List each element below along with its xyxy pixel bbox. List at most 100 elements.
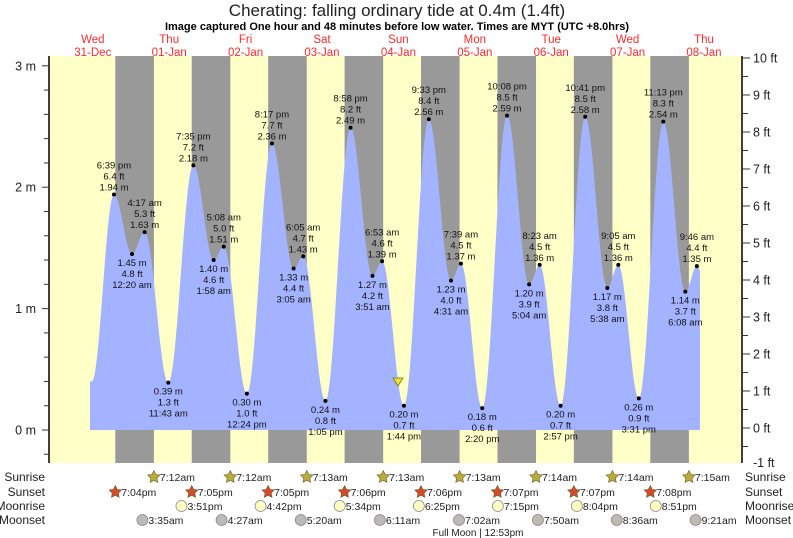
low-tide-point: 1.33 m4.4 ft3:05 am: [276, 266, 311, 306]
day-date-label: 07-Jan: [610, 47, 645, 59]
tide-m-label: 0.20 m: [389, 410, 418, 421]
moonset-time: 6:11am: [386, 515, 420, 527]
axes: 0 m 1 m 2 m 3 m -1 ft 0 ft 1 ft 2 ft 3 ft 4 ft 5 f…: [15, 51, 778, 470]
tide-point-dot: [191, 163, 196, 168]
tide-point-dot: [142, 230, 147, 235]
sunset-icon: [643, 484, 658, 498]
sunrise-event: 7:12am: [147, 469, 195, 484]
sunset-time: 7:05pm: [198, 487, 233, 499]
sunset-time: 7:04pm: [121, 487, 156, 499]
sunset-icon: [414, 484, 428, 498]
tide-ft-label: 4.0 ft: [440, 296, 461, 307]
tide-time-label: 1:58 am: [196, 286, 230, 297]
sunset-icon: [108, 484, 123, 498]
sunset-event: 7:07pm: [490, 484, 539, 499]
tide-time-label: 7:35 pm: [176, 131, 210, 142]
tide-ft-label: 4.5 ft: [529, 242, 550, 253]
tide-point-dot: [111, 192, 116, 197]
sunrise-icon: [376, 469, 391, 483]
current-tide-marker-icon: [392, 377, 404, 387]
sunset-event: 7:06pm: [414, 484, 462, 499]
tide-ft-label: 3.9 ft: [519, 299, 540, 310]
right-axis-tick-label: 9 ft: [753, 88, 771, 102]
right-axis-tick-label: 1 ft: [753, 384, 771, 398]
sunrise-time: 7:12am: [236, 472, 271, 484]
tide-level-area: [90, 115, 700, 430]
tide-m-label: 1.36 m: [525, 253, 554, 264]
low-tide-point: 1.27 m4.2 ft3:51 am: [355, 273, 390, 313]
right-axis-tick-label: 10 ft: [753, 51, 778, 65]
moonrise-event: 7:15pm: [491, 500, 539, 513]
tide-ft-label: 8.4 ft: [418, 96, 439, 107]
sunrise-icon: [529, 469, 543, 483]
sunrise-time: 7:14am: [618, 472, 653, 484]
low-tide-point: 1.14 m3.7 ft6:08 am: [668, 289, 703, 329]
tide-time-label: 10:08 pm: [487, 82, 527, 93]
tide-time-label: 7:39 am: [444, 230, 478, 241]
moonrise-time: 8:04pm: [583, 501, 618, 513]
tide-point-dot: [380, 259, 385, 264]
sunrise-time: 7:15am: [695, 472, 730, 484]
full-moon-note: Full Moon | 12:53pm: [433, 528, 524, 538]
moonset-icon: [294, 514, 307, 526]
tide-point-dot: [211, 258, 216, 263]
tide-m-label: 1.45 m: [118, 258, 147, 269]
moonrise-event: 4:42pm: [254, 500, 302, 513]
sunset-row-label-right: Sunset: [745, 485, 783, 499]
chart-title: Cherating: falling ordinary tide at 0.4m…: [229, 1, 565, 20]
day-date-label: 08-Jan: [686, 47, 721, 59]
right-axis-tick-label: 4 ft: [753, 273, 771, 287]
sunset-time: 7:08pm: [656, 487, 691, 499]
tide-ft-label: 4.5 ft: [608, 242, 629, 253]
sunset-row-label: Sunset: [8, 485, 46, 499]
sunrise-icon: [223, 469, 238, 483]
sunrise-event: 7:14am: [605, 469, 654, 484]
moonset-time: 4:27am: [228, 515, 263, 527]
tide-time-label: 5:08 am: [207, 213, 241, 224]
tide-point-dot: [480, 406, 485, 411]
tide-time-label: 11:43 am: [149, 409, 188, 420]
tide-ft-label: 4.5 ft: [450, 241, 471, 252]
tide-time-label: 4:17 am: [127, 198, 161, 209]
low-tide-point: 1.20 m3.9 ft5:04 am: [512, 282, 546, 321]
left-axis-tick-label: 2 m: [15, 181, 36, 195]
tide-time-label: 1:44 pm: [387, 432, 421, 443]
low-tide-point: 0.20 m0.7 ft2:57 pm: [543, 403, 578, 443]
moonset-icon: [532, 514, 544, 526]
sunrise-event: 7:13am: [299, 469, 348, 484]
sunset-time: 7:06pm: [427, 487, 462, 499]
low-tide-point: 1.23 m4.0 ft4:31 am: [434, 278, 468, 318]
right-axis-tick-label: 7 ft: [753, 162, 771, 176]
day-date-label: 06-Jan: [534, 47, 569, 59]
day-date-label: 31-Dec: [74, 47, 111, 59]
tide-m-label: 0.18 m: [468, 412, 497, 423]
tide-ft-label: 8.2 ft: [340, 105, 361, 116]
high-tide-point: 11:13 pm8.3 ft2.54 m: [644, 88, 683, 124]
moonrise-time: 4:42pm: [267, 501, 302, 513]
tide-ft-label: 5.0 ft: [213, 224, 234, 235]
low-tide-point: 0.20 m0.7 ft1:44 pm: [387, 403, 421, 443]
tide-ft-label: 6.4 ft: [103, 171, 124, 182]
sunrise-event: 7:12am: [223, 469, 272, 484]
low-tide-point: 0.26 m0.9 ft3:31 pm: [622, 396, 656, 435]
tide-m-label: 1.63 m: [130, 220, 159, 231]
sunset-icon: [337, 484, 352, 498]
tide-point-dot: [605, 285, 610, 290]
moonset-icon: [373, 514, 386, 526]
tide-point-dot: [458, 261, 463, 266]
tide-m-label: 0.26 m: [624, 402, 653, 413]
day-weekday-label: Fri: [239, 34, 252, 46]
tide-point-dot: [558, 403, 563, 408]
tide-m-label: 2.36 m: [257, 131, 286, 142]
tide-ft-label: 1.0 ft: [236, 409, 257, 420]
high-tide-point: 5:08 am5.0 ft1.51 m: [207, 213, 241, 249]
day-weekday-label: Thu: [159, 34, 179, 46]
moonrise-row-label: Moonrise: [0, 499, 45, 513]
tide-ft-label: 0.7 ft: [393, 421, 414, 432]
tide-ft-label: 7.2 ft: [183, 142, 204, 153]
tide-point-dot: [348, 125, 353, 130]
tide-time-label: 6:39 pm: [97, 160, 131, 171]
moonrise-time: 8:51pm: [662, 501, 697, 513]
